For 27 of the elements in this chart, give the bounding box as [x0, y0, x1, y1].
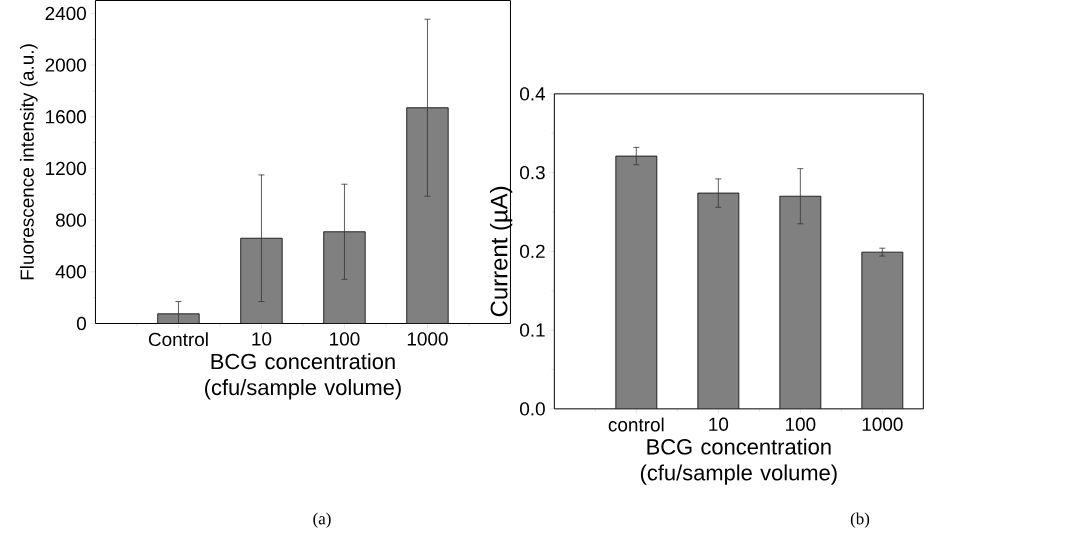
- y-tick-label: 800: [55, 213, 86, 227]
- y-tick-label: 0.2: [520, 244, 545, 258]
- y-axis-title: Fluorescence intensity (a.u.): [19, 44, 38, 280]
- x-tick-label: 100: [330, 332, 360, 346]
- y-tick-label: 0.1: [520, 323, 545, 337]
- x-axis-title: BCG concentration (cfu/sample volume): [640, 438, 837, 485]
- x-tick-label: 10: [252, 332, 272, 346]
- x-tick-label: 1000: [862, 417, 903, 431]
- x-tick-label: 100: [785, 417, 816, 431]
- y-tick-label: 0.0: [520, 402, 545, 416]
- text: (a): [313, 512, 331, 528]
- x-tick-label: 10: [709, 417, 729, 431]
- y-tick-label: 400: [55, 265, 86, 279]
- text: (b): [850, 512, 870, 528]
- x-tick-label: Control: [148, 332, 208, 347]
- y-tick-label: 0: [76, 316, 86, 331]
- y-tick-label: 2400: [45, 6, 86, 21]
- y-tick-label: 0.4: [520, 87, 546, 101]
- bar: [157, 313, 200, 324]
- y-tick-label: 0.3: [520, 165, 545, 180]
- y-axis-title: Current (µA): [489, 186, 513, 317]
- x-axis-title: BCG concentration (cfu/sample volume): [205, 353, 401, 400]
- x-tick-label: 1000: [407, 332, 448, 346]
- x-tick-label: control: [608, 417, 664, 432]
- y-tick-label: 1600: [46, 109, 86, 124]
- y-tick-label: 1200: [46, 161, 86, 176]
- y-tick-label: 2000: [45, 58, 86, 72]
